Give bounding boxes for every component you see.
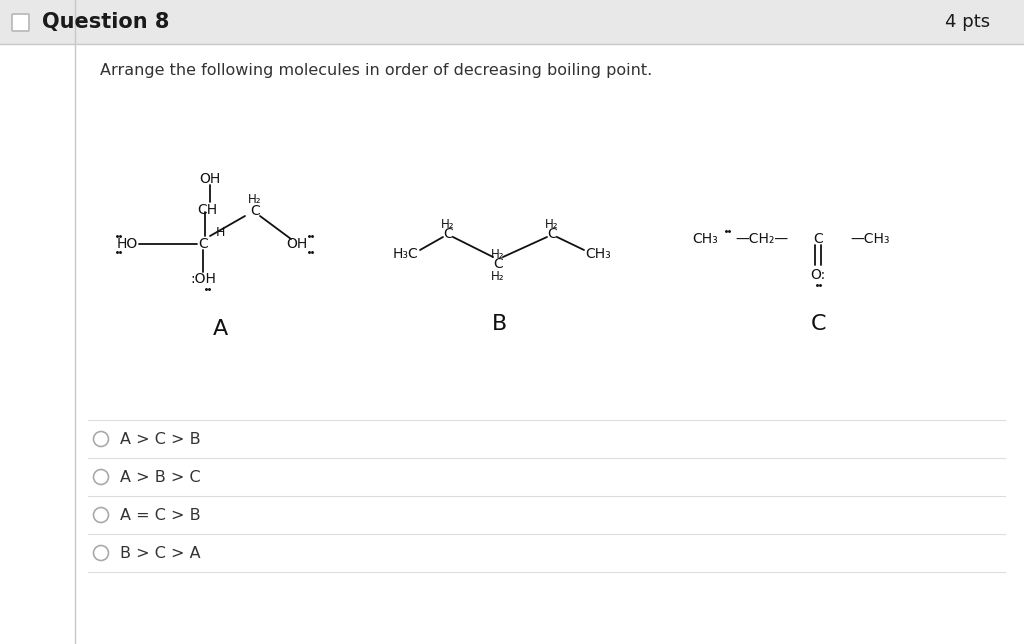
Text: OH: OH <box>200 172 220 186</box>
Text: H₂: H₂ <box>492 247 505 261</box>
Text: C: C <box>810 314 825 334</box>
Text: :OH: :OH <box>190 272 216 286</box>
Text: C: C <box>547 227 557 241</box>
Text: H₂: H₂ <box>248 193 262 205</box>
Text: 4 pts: 4 pts <box>945 13 990 31</box>
Text: CH₃: CH₃ <box>692 232 718 246</box>
Text: C: C <box>443 227 453 241</box>
Text: H₂: H₂ <box>545 218 559 231</box>
Text: C: C <box>494 257 503 271</box>
Text: —CH₃: —CH₃ <box>850 232 890 246</box>
Text: C: C <box>813 232 823 246</box>
Text: CH: CH <box>197 203 217 217</box>
Text: A > C > B: A > C > B <box>120 431 201 446</box>
FancyBboxPatch shape <box>12 14 29 31</box>
Text: C: C <box>198 237 208 251</box>
Text: —CH₂—: —CH₂— <box>735 232 788 246</box>
Text: H₂: H₂ <box>441 218 455 231</box>
Text: A = C > B: A = C > B <box>120 507 201 522</box>
Text: OH: OH <box>287 237 307 251</box>
Text: A > B > C: A > B > C <box>120 469 201 484</box>
Text: Question 8: Question 8 <box>42 12 169 32</box>
Bar <box>0 0 1024 44</box>
Text: O:: O: <box>810 268 825 282</box>
Text: H: H <box>215 225 224 238</box>
Text: HO: HO <box>117 237 137 251</box>
Text: Arrange the following molecules in order of decreasing boiling point.: Arrange the following molecules in order… <box>100 62 652 77</box>
Text: CH₃: CH₃ <box>585 247 611 261</box>
Text: B > C > A: B > C > A <box>120 545 201 560</box>
Text: B: B <box>493 314 508 334</box>
Text: H₃C: H₃C <box>392 247 418 261</box>
Text: C: C <box>250 204 260 218</box>
Text: A: A <box>212 319 227 339</box>
Text: H₂: H₂ <box>492 269 505 283</box>
